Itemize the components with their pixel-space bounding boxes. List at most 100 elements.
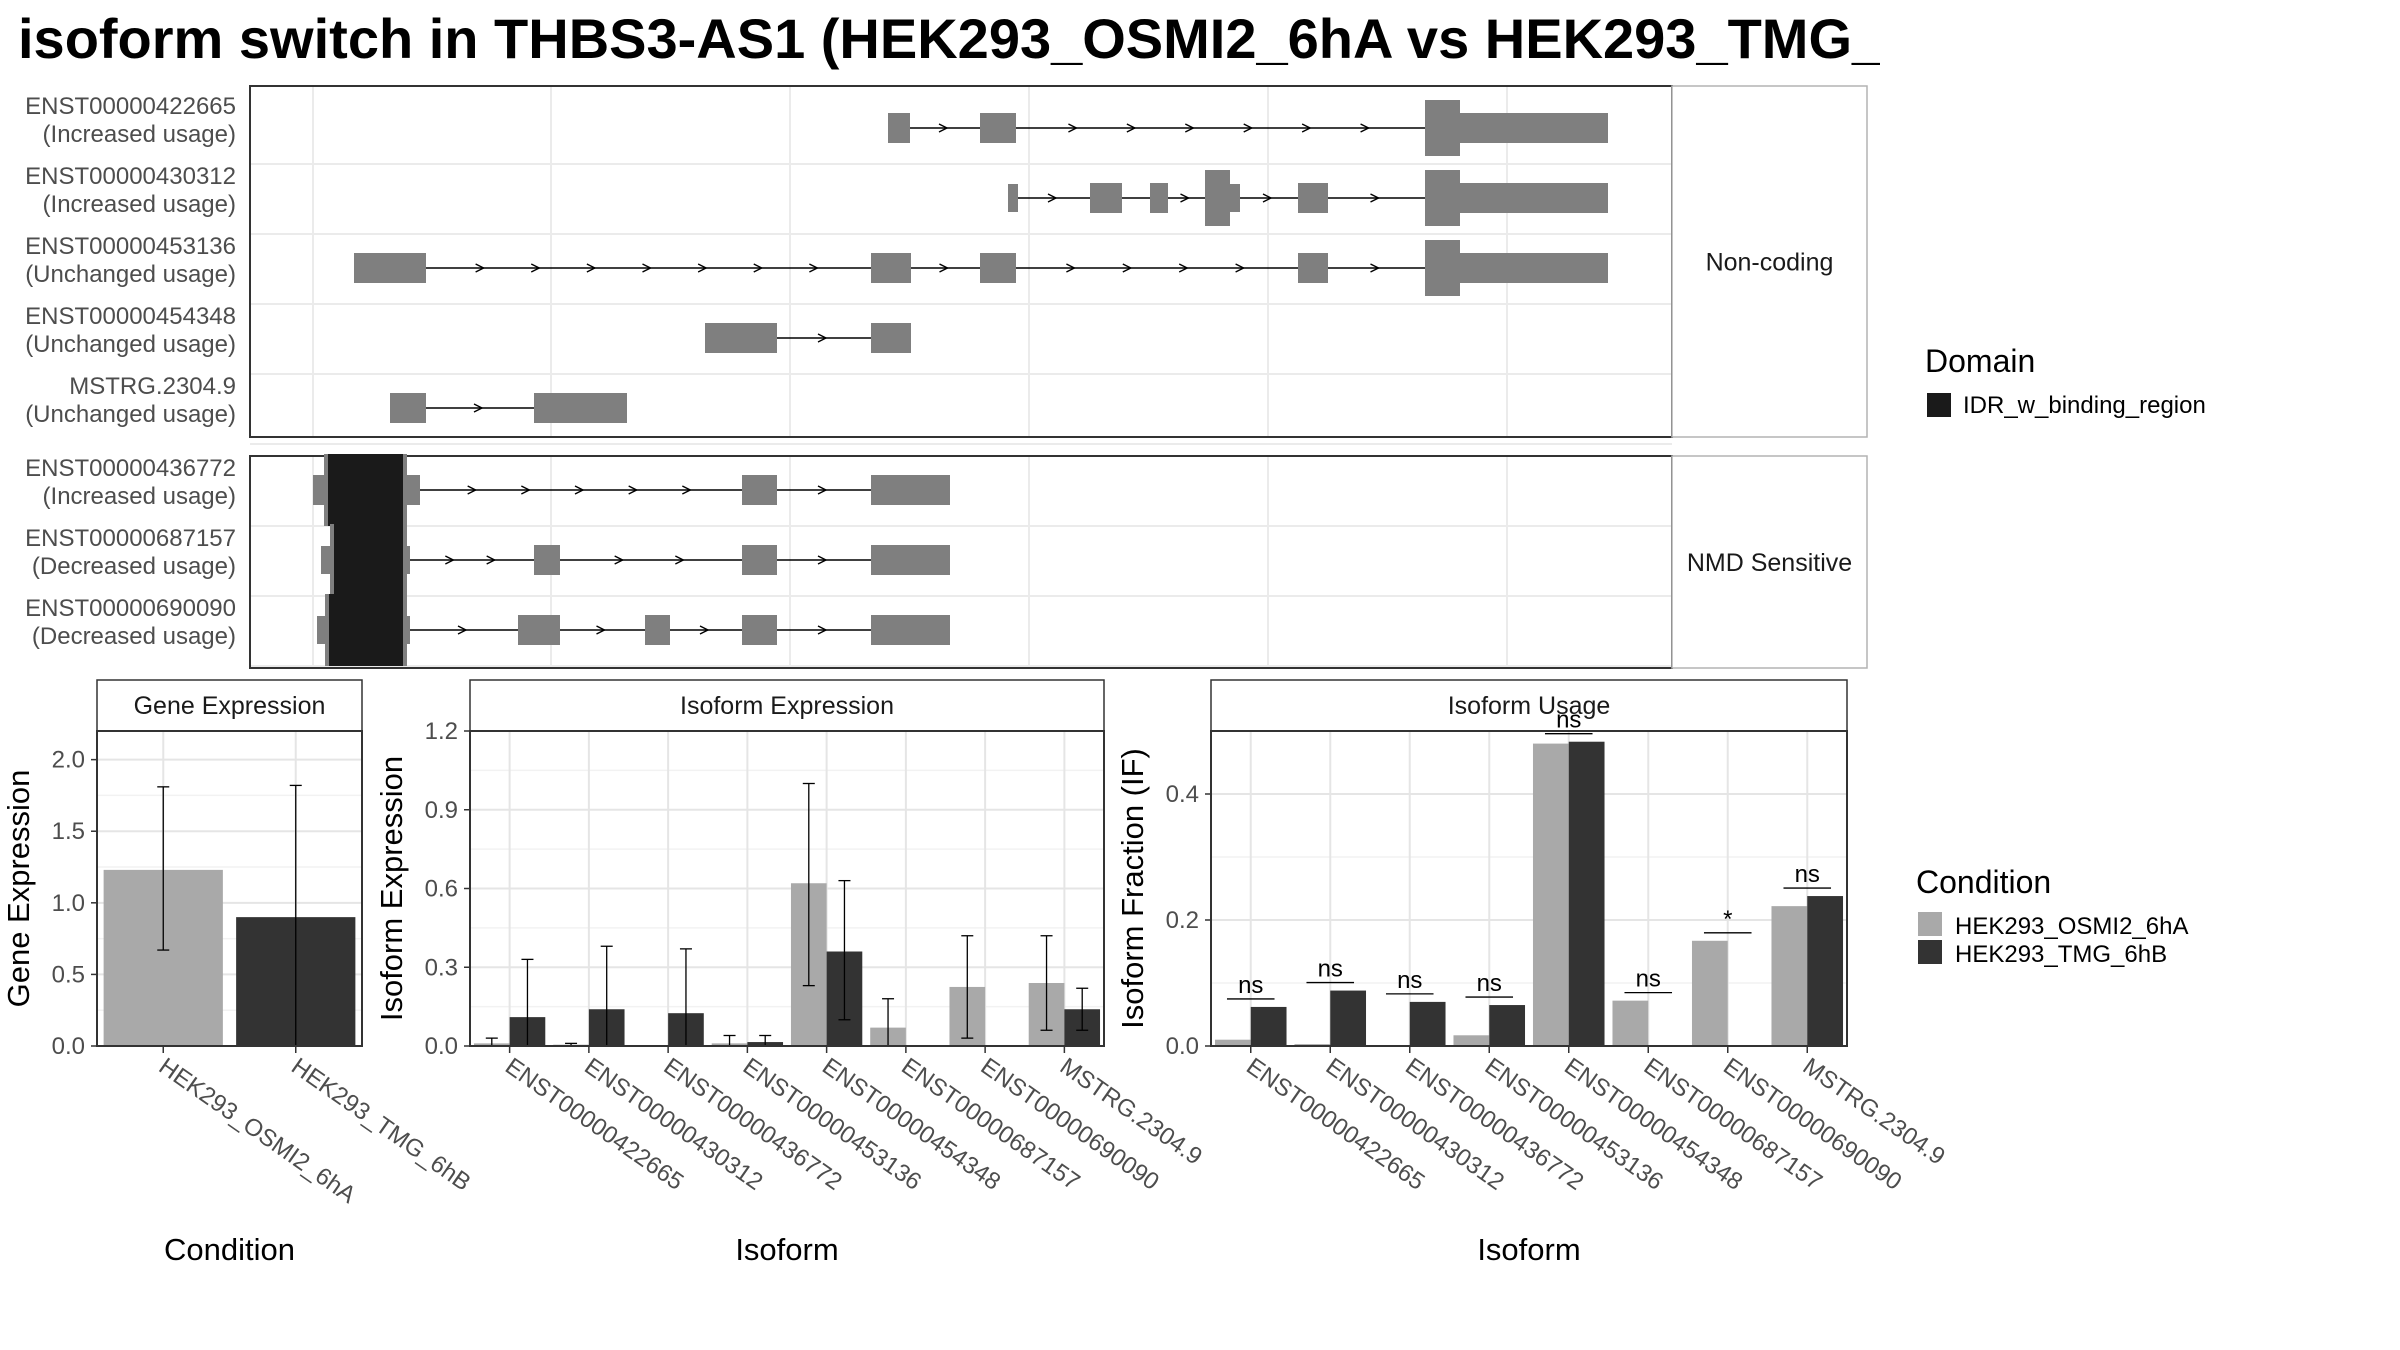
bar	[1250, 1006, 1287, 1046]
intron-arrow	[628, 485, 639, 495]
exon	[871, 323, 911, 353]
chart-title: Isoform Usage	[1448, 692, 1611, 720]
intron-arrow	[1262, 193, 1273, 203]
isoform-usage-label: (Increased usage)	[43, 121, 236, 148]
intron-arrow	[753, 263, 764, 273]
intron-arrow	[614, 555, 625, 565]
y-tick-label: 0.5	[52, 961, 85, 988]
structure-group-label: NMD Sensitive	[1687, 549, 1852, 577]
intron-arrow	[530, 263, 541, 273]
intron-arrow	[809, 263, 819, 273]
intron-arrow	[445, 555, 455, 565]
exon	[980, 253, 1016, 283]
intron-arrow	[473, 403, 484, 413]
chart-title-strip	[469, 679, 1105, 732]
intron-arrow	[938, 123, 949, 133]
chart-title: Gene Expression	[134, 692, 326, 720]
intron-arrow	[596, 625, 607, 635]
exon	[534, 545, 560, 575]
isoform-row-enst00000453136: ENST00000453136(Unchanged usage)	[25, 233, 1608, 296]
intron-arrow	[1370, 263, 1381, 273]
exon	[1090, 183, 1122, 213]
exon-tall	[1205, 170, 1230, 226]
isoform-usage-label: (Unchanged usage)	[25, 401, 236, 428]
exon	[1150, 183, 1168, 213]
exon	[1460, 113, 1608, 143]
exon	[742, 545, 777, 575]
exon	[980, 113, 1016, 143]
y-tick-label: 1.0	[52, 890, 85, 917]
exon	[645, 615, 670, 645]
intron-arrow	[642, 263, 653, 273]
significance-label: ns	[1636, 966, 1661, 993]
plot-border	[1210, 730, 1848, 1047]
bar	[1330, 990, 1367, 1046]
significance-label: ns	[1556, 707, 1581, 734]
exon-tall	[1425, 170, 1460, 226]
exon	[871, 545, 950, 575]
y-tick-label: 0.4	[1166, 781, 1199, 808]
isoform-id-label: MSTRG.2304.9	[69, 373, 236, 400]
significance-label: ns	[1318, 956, 1343, 983]
intron-arrow	[1360, 123, 1371, 133]
domain-legend: Domain IDR_w_binding_region	[1925, 343, 2206, 419]
isoform-row-enst00000687157: ENST00000687157(Decreased usage)	[25, 524, 950, 596]
isoform-usage-label: (Unchanged usage)	[25, 331, 236, 358]
exon-tall	[1425, 240, 1460, 296]
intron-arrow	[467, 485, 478, 495]
domain-legend-title: Domain	[1925, 343, 2035, 379]
condition-legend-swatch	[1918, 912, 1942, 936]
intron-arrow	[1178, 263, 1189, 273]
isoform-id-label: ENST00000454348	[25, 303, 236, 330]
bar	[1807, 896, 1844, 1046]
exon	[705, 323, 777, 353]
intron-arrow	[817, 555, 828, 565]
intron-arrow	[586, 263, 597, 273]
isoform-row-mstrg.2304.9: MSTRG.2304.9(Unchanged usage)	[25, 373, 627, 428]
intron-arrow	[486, 555, 497, 565]
isoform-row-enst00000430312: ENST00000430312(Increased usage)	[25, 163, 1608, 226]
y-tick-label: 1.2	[425, 718, 458, 745]
intron-arrow	[817, 485, 828, 495]
intron-arrow	[475, 263, 486, 273]
exon	[534, 393, 627, 423]
chart-isoform-expression: Isoform Expression0.00.30.60.91.2ENST000…	[374, 679, 1207, 1267]
intron-arrow	[521, 485, 531, 495]
bar	[1489, 1005, 1526, 1046]
intron-arrow	[1370, 193, 1381, 203]
intron-arrow	[697, 263, 708, 273]
condition-legend-title: Condition	[1916, 864, 2051, 900]
isoform-row-enst00000690090: ENST00000690090(Decreased usage)	[25, 594, 950, 666]
intron-arrow	[939, 263, 950, 273]
y-tick-label: 0.0	[52, 1033, 85, 1060]
isoform-id-label: ENST00000436772	[25, 455, 236, 482]
y-axis-title: Isoform Fraction (IF)	[1115, 748, 1150, 1029]
intron-arrow	[1235, 263, 1246, 273]
intron-arrow	[1122, 263, 1133, 273]
exon	[518, 615, 560, 645]
isoform-id-label: ENST00000687157	[25, 525, 236, 552]
bar	[1691, 940, 1728, 1046]
bar	[1453, 1035, 1490, 1046]
y-axis-title: Gene Expression	[1, 770, 36, 1008]
chart-title-strip	[1210, 679, 1848, 732]
isoform-usage-label: (Increased usage)	[43, 483, 236, 510]
exon-tall	[1425, 100, 1460, 156]
domain-legend-label: IDR_w_binding_region	[1963, 392, 2206, 419]
isoform-row-enst00000436772: ENST00000436772(Increased usage)	[25, 454, 950, 526]
bar	[1532, 743, 1569, 1046]
isoform-usage-label: (Increased usage)	[43, 191, 236, 218]
exon	[403, 475, 420, 505]
chart-title: Isoform Expression	[680, 692, 894, 720]
y-tick-label: 0.6	[425, 876, 458, 903]
significance-label: ns	[1397, 967, 1422, 994]
y-tick-label: 0.0	[425, 1033, 458, 1060]
exon	[742, 475, 777, 505]
isoform-row-enst00000422665: ENST00000422665(Increased usage)	[25, 93, 1608, 156]
isoform-usage-label: (Unchanged usage)	[25, 261, 236, 288]
title-container: isoform switch in THBS3-AS1 (HEK293_OSMI…	[0, 0, 1880, 80]
exon	[1008, 184, 1018, 212]
structure-group-strip	[1671, 455, 1868, 669]
